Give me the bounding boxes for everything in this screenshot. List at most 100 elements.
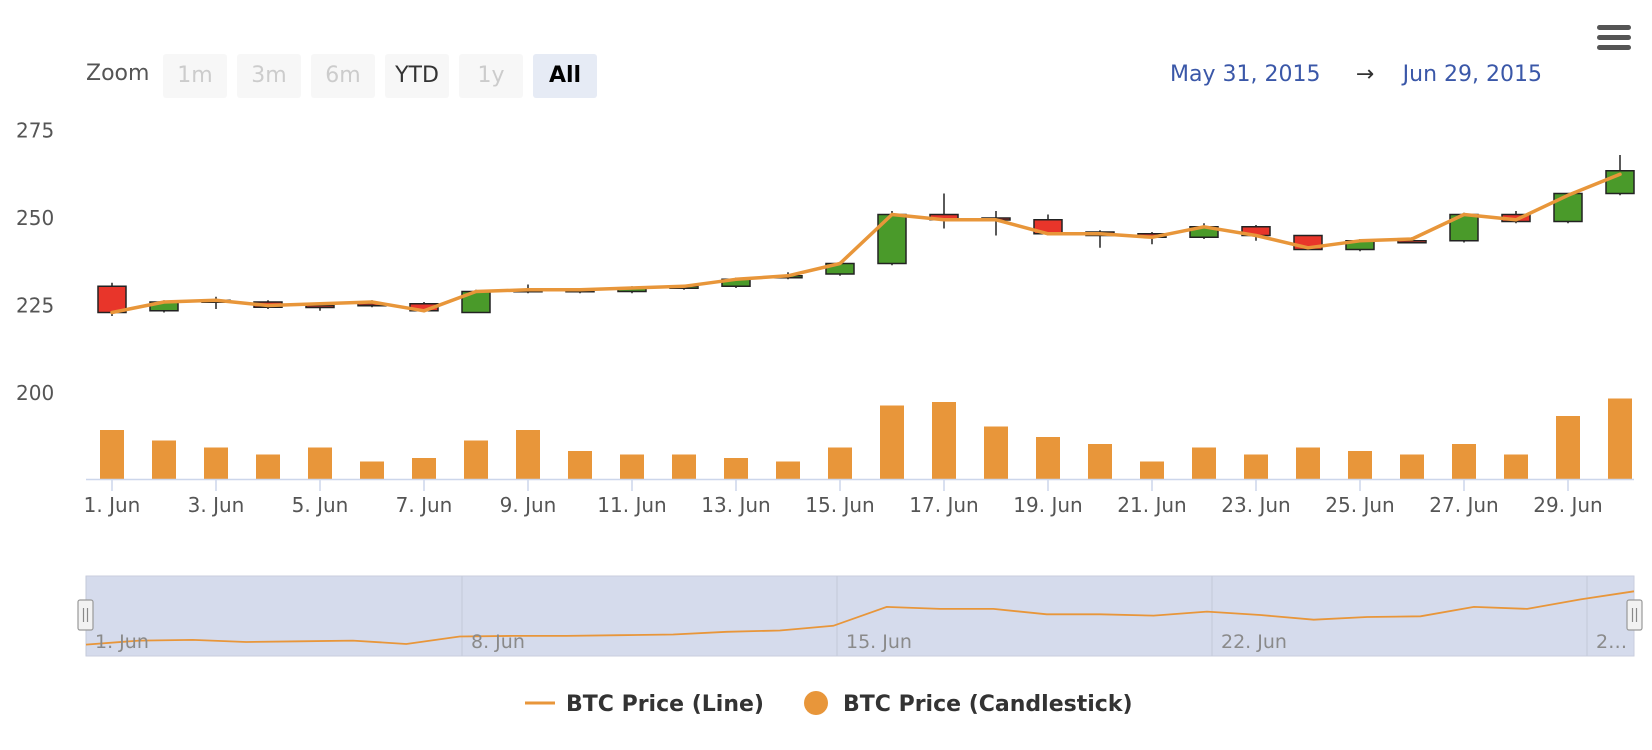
menu-icon-bar	[1597, 25, 1631, 30]
x-tick-label: 17. Jun	[909, 493, 978, 517]
x-tick-label: 25. Jun	[1325, 493, 1394, 517]
volume-bar[interactable]	[1296, 447, 1320, 480]
hamburger-menu-icon	[1597, 25, 1631, 50]
volume-bar[interactable]	[984, 426, 1008, 480]
x-tick-label: 21. Jun	[1117, 493, 1186, 517]
y-tick-label: 200	[16, 381, 54, 405]
zoom-button-bg[interactable]	[237, 54, 301, 98]
volume-bar[interactable]	[1452, 444, 1476, 479]
volume-bar[interactable]	[152, 440, 176, 480]
volume-bar[interactable]	[568, 451, 592, 479]
candle-body-up	[877, 213, 907, 265]
volume-bar[interactable]	[1348, 451, 1372, 479]
volume-bar[interactable]	[1244, 454, 1268, 480]
navigator-handle-left-grip[interactable]	[77, 599, 94, 631]
legend-item-candlestick[interactable]: BTC Price (Candlestick)	[804, 691, 1133, 717]
range-selector: Zoom 1m 3m 6m YTD 1y All	[86, 54, 597, 98]
zoom-button-all[interactable]: All	[533, 54, 597, 98]
zoom-button-1m[interactable]: 1m	[163, 54, 227, 98]
zoom-button-bg[interactable]	[533, 54, 597, 98]
x-tick-label: 29. Jun	[1533, 493, 1602, 517]
menu-icon-bar	[1597, 45, 1631, 50]
navigator-tick-label: 22. Jun	[1221, 631, 1287, 653]
x-axis: 1. Jun 3. Jun 5. Jun 7. Jun 9. Jun 11. Jun 13.…	[84, 478, 1634, 517]
navigator-tick-label: 15. Jun	[846, 631, 912, 653]
zoom-label: Zoom	[86, 61, 149, 86]
date-arrow: →	[1356, 62, 1374, 87]
zoom-buttons: 1m 3m 6m YTD 1y All	[163, 54, 597, 98]
legend-label: BTC Price (Candlestick)	[843, 692, 1133, 717]
legend-circle-symbol	[804, 691, 828, 715]
zoom-button-1y[interactable]: 1y	[459, 54, 523, 98]
price-line-series	[110, 172, 1622, 315]
navigator-handle-left[interactable]	[77, 599, 94, 631]
y-tick-label: 225	[16, 294, 54, 318]
volume-bar[interactable]	[308, 447, 332, 480]
x-tick-label: 9. Jun	[500, 493, 557, 517]
to-date[interactable]: Jun 29, 2015	[1401, 62, 1542, 87]
zoom-button-label: 6m	[325, 63, 360, 88]
volume-bar[interactable]	[1400, 454, 1424, 480]
navigator-handle-right-grip[interactable]	[1626, 599, 1643, 631]
candle[interactable]	[877, 211, 907, 266]
legend-item-line[interactable]: BTC Price (Line)	[525, 692, 764, 717]
volume-bar[interactable]	[1556, 416, 1580, 479]
x-tick-label: 15. Jun	[805, 493, 874, 517]
zoom-button-bg[interactable]	[459, 54, 523, 98]
volume-bar[interactable]	[1192, 447, 1216, 480]
zoom-button-3m[interactable]: 3m	[237, 54, 301, 98]
volume-bar[interactable]	[100, 430, 124, 479]
candle[interactable]	[1553, 192, 1583, 224]
navigator-labels: 1. Jun 8. Jun 15. Jun 22. Jun 2…	[95, 631, 1627, 653]
x-tick-label: 5. Jun	[292, 493, 349, 517]
volume-bar[interactable]	[1504, 454, 1528, 480]
legend: BTC Price (Line) BTC Price (Candlestick)	[525, 691, 1133, 717]
navigator-tick-label: 2…	[1596, 631, 1627, 653]
volume-bars	[100, 398, 1632, 480]
volume-bar[interactable]	[360, 461, 384, 480]
x-tick-label: 23. Jun	[1221, 493, 1290, 517]
volume-bar[interactable]	[620, 454, 644, 480]
x-tick-label: 3. Jun	[188, 493, 245, 517]
volume-bar[interactable]	[1140, 461, 1164, 480]
volume-bar[interactable]	[828, 447, 852, 480]
volume-bar[interactable]	[204, 447, 228, 480]
volume-bar[interactable]	[516, 430, 540, 479]
navigator-series	[85, 590, 1635, 646]
zoom-button-ytd[interactable]: YTD	[385, 54, 449, 98]
menu-icon-bar	[1597, 35, 1631, 40]
navigator-tick-label: 8. Jun	[471, 631, 525, 653]
x-tick-label: 19. Jun	[1013, 493, 1082, 517]
navigator-handle-right[interactable]	[1626, 599, 1643, 631]
zoom-button-6m[interactable]: 6m	[311, 54, 375, 98]
zoom-button-bg[interactable]	[163, 54, 227, 98]
from-date[interactable]: May 31, 2015	[1170, 62, 1320, 87]
navigator[interactable]: 1. Jun 8. Jun 15. Jun 22. Jun 2…	[77, 575, 1643, 657]
volume-bar[interactable]	[412, 458, 436, 479]
candle-body-up	[1553, 192, 1583, 223]
legend-label: BTC Price (Line)	[566, 692, 764, 717]
x-tick-label: 13. Jun	[701, 493, 770, 517]
y-tick-label: 275	[16, 119, 54, 143]
volume-bar[interactable]	[776, 461, 800, 480]
y-axis: 275 250 225 200	[16, 119, 54, 406]
volume-bar[interactable]	[880, 405, 904, 480]
volume-bar[interactable]	[256, 454, 280, 480]
volume-bar[interactable]	[932, 402, 956, 479]
volume-bar[interactable]	[672, 454, 696, 480]
x-tick-label: 1. Jun	[84, 493, 141, 517]
x-tick-label: 27. Jun	[1429, 493, 1498, 517]
zoom-button-bg[interactable]	[385, 54, 449, 98]
date-range-display: May 31, 2015 → Jun 29, 2015	[1170, 62, 1542, 87]
zoom-button-label: 1y	[477, 63, 504, 88]
candle[interactable]	[929, 193, 959, 229]
volume-bar[interactable]	[464, 440, 488, 480]
volume-bar[interactable]	[1608, 398, 1632, 480]
volume-bar[interactable]	[1036, 437, 1060, 479]
export-menu-button[interactable]	[1590, 20, 1634, 56]
volume-bar[interactable]	[724, 458, 748, 479]
zoom-button-bg[interactable]	[311, 54, 375, 98]
candle[interactable]	[97, 282, 127, 316]
volume-bar[interactable]	[1088, 444, 1112, 479]
